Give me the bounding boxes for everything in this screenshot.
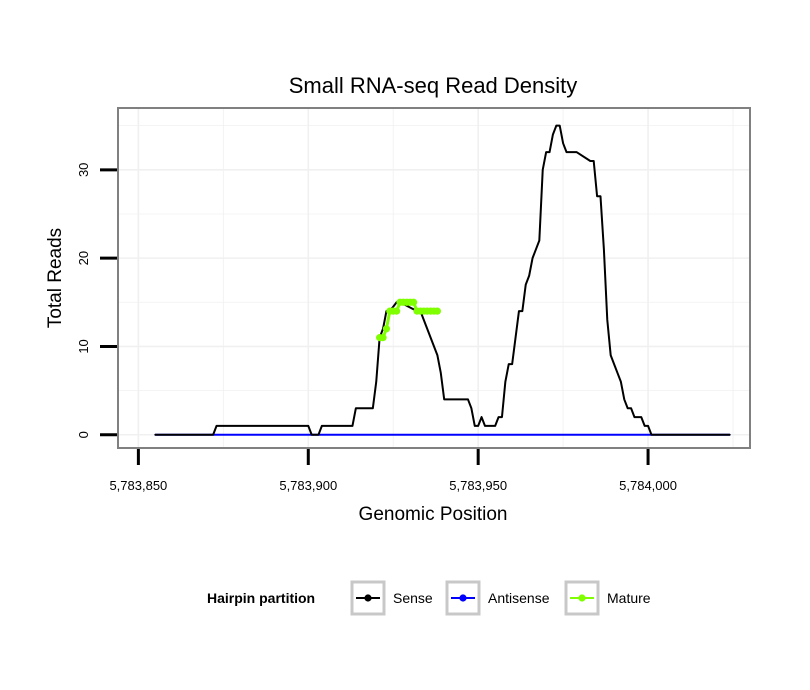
x-tick-label: 5,783,900: [279, 478, 337, 493]
series-point-mature: [433, 307, 441, 315]
chart-title: Small RNA-seq Read Density: [289, 73, 578, 98]
legend-label-mature: Mature: [607, 590, 651, 606]
legend-dot-antisense: [459, 594, 467, 602]
plot-border: [117, 107, 751, 449]
legend: Hairpin partition Sense Antisense Mature: [207, 580, 651, 616]
legend-title: Hairpin partition: [207, 590, 315, 606]
y-tick-label: 0: [76, 431, 91, 438]
series-layer: [154, 124, 731, 436]
series-point-mature: [393, 307, 401, 315]
legend-label-antisense: Antisense: [488, 590, 550, 606]
series-point-mature: [379, 334, 387, 342]
x-axis: 5,783,850 5,783,900 5,783,950 5,784,000: [109, 449, 677, 493]
x-tick-label: 5,783,850: [109, 478, 167, 493]
y-tick-label: 10: [76, 339, 91, 353]
y-tick-label: 30: [76, 163, 91, 177]
legend-entries: Sense Antisense Mature: [350, 580, 651, 616]
x-tick-label: 5,783,950: [449, 478, 507, 493]
x-tick-label: 5,784,000: [619, 478, 677, 493]
series-point-mature: [382, 325, 391, 333]
plot-panel: [118, 108, 750, 448]
y-tick-label: 20: [76, 251, 91, 265]
series-point-mature: [410, 298, 418, 306]
legend-dot-mature: [578, 594, 586, 602]
y-axis: 0 10 20 30: [76, 163, 117, 438]
legend-label-sense: Sense: [393, 590, 433, 606]
y-axis-title: Total Reads: [45, 228, 66, 328]
x-axis-title: Genomic Position: [359, 504, 508, 525]
legend-dot-sense: [364, 594, 372, 602]
